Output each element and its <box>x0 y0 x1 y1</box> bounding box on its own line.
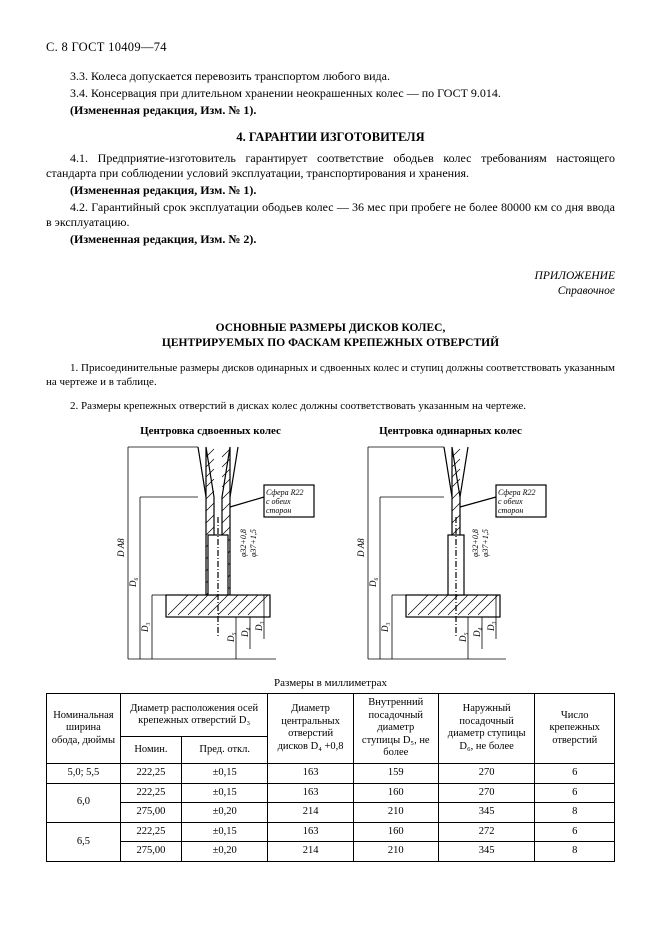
subtitle-line1: ОСНОВНЫЕ РАЗМЕРЫ ДИСКОВ КОЛЕС, <box>216 322 446 334</box>
change-note-2: (Измененная редакция, Изм. № 2). <box>46 232 615 247</box>
cell: 210 <box>353 842 438 862</box>
sphere-label-3l: сторон <box>266 506 291 515</box>
cell: 270 <box>438 783 535 803</box>
cell: 6,0 <box>47 783 121 822</box>
note-2: 2. Размеры крепежных отверстий в дисках … <box>46 400 615 414</box>
dim-d4-r: D₄ <box>472 627 482 638</box>
th-d6: Наружный посадочный диаметр ступицы D₆, … <box>438 694 535 764</box>
subtitle-line2: ЦЕНТРИРУЕМЫХ ПО ФАСКАМ КРЕПЕЖНЫХ ОТВЕРСТ… <box>162 337 499 349</box>
figure-caption-left: Центровка сдвоенных колес <box>106 425 316 437</box>
sphere-label-2l: с обеих <box>266 497 291 506</box>
dim-d3b-r: D₃ <box>486 621 496 632</box>
table-row: 6,5 222,25 ±0,15 163 160 272 6 <box>47 822 615 842</box>
dim-d6-r: D₆ <box>368 577 378 588</box>
figure-left: Центровка сдвоенных колес <box>106 425 316 667</box>
th-nomin: Номин. <box>120 737 181 763</box>
cell: ±0,15 <box>181 822 268 842</box>
para-3-4: 3.4. Консервация при длительном хранении… <box>46 86 615 101</box>
cell: 163 <box>268 763 353 783</box>
para-4-1: 4.1. Предприятие-изготовитель гарантируе… <box>46 151 615 181</box>
annex-line2: Справочное <box>558 285 615 297</box>
table-header-row1: Номинальная ширина обода, дюймы Диаметр … <box>47 694 615 737</box>
sphere-label-1l: Сфера R22 <box>266 488 304 497</box>
annex-heading: ПРИЛОЖЕНИЕ Справочное <box>46 269 615 299</box>
sphere-label-1r: Сфера R22 <box>498 488 536 497</box>
note-1: 1. Присоединительные размеры дисков один… <box>46 362 615 390</box>
page-header: С. 8 ГОСТ 10409—74 <box>46 40 615 55</box>
dim-d3b-l: D₃ <box>254 621 264 632</box>
cell: 6 <box>535 763 615 783</box>
cell: 345 <box>438 803 535 823</box>
dim-d3-l: D₃ <box>140 622 150 633</box>
sphere-label-2r: с обеих <box>498 497 523 506</box>
dim-d4-l: D₄ <box>240 627 250 638</box>
cell: 6 <box>535 783 615 803</box>
table-row: 5,0; 5,5 222,25 ±0,15 163 159 270 6 <box>47 763 615 783</box>
th-d5: Внутренний посадочный диаметр ступицы D₅… <box>353 694 438 764</box>
dim-d5-r: D₅ <box>458 632 468 643</box>
th-d3: Диаметр расположения осей крепежных отве… <box>120 694 268 737</box>
cell: 275,00 <box>120 842 181 862</box>
cell: 214 <box>268 803 353 823</box>
drawing-dual-wheel-icon: Сфера R22 с обеих сторон φ32+0,8 φ37+1,5… <box>106 437 316 667</box>
cell: 160 <box>353 783 438 803</box>
th-d4: Диаметр центральных отверстий дисков D₄ … <box>268 694 353 764</box>
cell: 275,00 <box>120 803 181 823</box>
dim-phi37-r: φ37+1,5 <box>481 529 490 557</box>
change-note-1b: (Измененная редакция, Изм. № 1). <box>46 183 615 198</box>
subtitle: ОСНОВНЫЕ РАЗМЕРЫ ДИСКОВ КОЛЕС, ЦЕНТРИРУЕ… <box>46 321 615 351</box>
dim-phi32-l: φ32+0,8 <box>239 529 248 557</box>
table-row: 6,0 222,25 ±0,15 163 160 270 6 <box>47 783 615 803</box>
th-pred: Пред. откл. <box>181 737 268 763</box>
figures-row: Центровка сдвоенных колес <box>46 425 615 667</box>
cell: ±0,15 <box>181 783 268 803</box>
dim-phi32-r: φ32+0,8 <box>471 529 480 557</box>
section-4-title: 4. ГАРАНТИИ ИЗГОТОВИТЕЛЯ <box>46 130 615 145</box>
cell: 214 <box>268 842 353 862</box>
cell: ±0,20 <box>181 842 268 862</box>
table-row: 275,00 ±0,20 214 210 345 8 <box>47 803 615 823</box>
cell: 160 <box>353 822 438 842</box>
cell: 270 <box>438 763 535 783</box>
cell: 6,5 <box>47 822 121 861</box>
cell: 163 <box>268 822 353 842</box>
dim-da8-l: D A8 <box>116 538 126 558</box>
cell: 163 <box>268 783 353 803</box>
dim-d6-l: D₆ <box>128 577 138 588</box>
cell: 6 <box>535 822 615 842</box>
cell: 272 <box>438 822 535 842</box>
cell: 5,0; 5,5 <box>47 763 121 783</box>
para-3-3: 3.3. Колеса допускается перевозить транс… <box>46 69 615 84</box>
dim-phi37-l: φ37+1,5 <box>249 529 258 557</box>
table-title: Размеры в миллиметрах <box>46 677 615 689</box>
page: С. 8 ГОСТ 10409—74 3.3. Колеса допускает… <box>0 0 661 936</box>
cell: 222,25 <box>120 763 181 783</box>
dim-da8-r: D A8 <box>356 538 366 558</box>
cell: 8 <box>535 803 615 823</box>
cell: 159 <box>353 763 438 783</box>
dimensions-table: Номинальная ширина обода, дюймы Диаметр … <box>46 693 615 862</box>
cell: 222,25 <box>120 822 181 842</box>
cell: ±0,15 <box>181 763 268 783</box>
dim-d5-l: D₅ <box>226 632 236 643</box>
annex-line1: ПРИЛОЖЕНИЕ <box>535 270 615 282</box>
table-row: 275,00 ±0,20 214 210 345 8 <box>47 842 615 862</box>
th-n: Число крепежных отверстий <box>535 694 615 764</box>
drawing-single-wheel-icon: Сфера R22 с обеих сторон φ32+0,8 φ37+1,5… <box>346 437 556 667</box>
figure-right: Центровка одинарных колес <box>346 425 556 667</box>
change-note-1: (Измененная редакция, Изм. № 1). <box>46 103 615 118</box>
th-nominal: Номинальная ширина обода, дюймы <box>47 694 121 764</box>
cell: 8 <box>535 842 615 862</box>
figure-caption-right: Центровка одинарных колес <box>346 425 556 437</box>
cell: 210 <box>353 803 438 823</box>
sphere-label-3r: сторон <box>498 506 523 515</box>
para-4-2: 4.2. Гарантийный срок эксплуатации ободь… <box>46 200 615 230</box>
cell: 345 <box>438 842 535 862</box>
dim-d3-r: D₃ <box>380 622 390 633</box>
cell: 222,25 <box>120 783 181 803</box>
cell: ±0,20 <box>181 803 268 823</box>
